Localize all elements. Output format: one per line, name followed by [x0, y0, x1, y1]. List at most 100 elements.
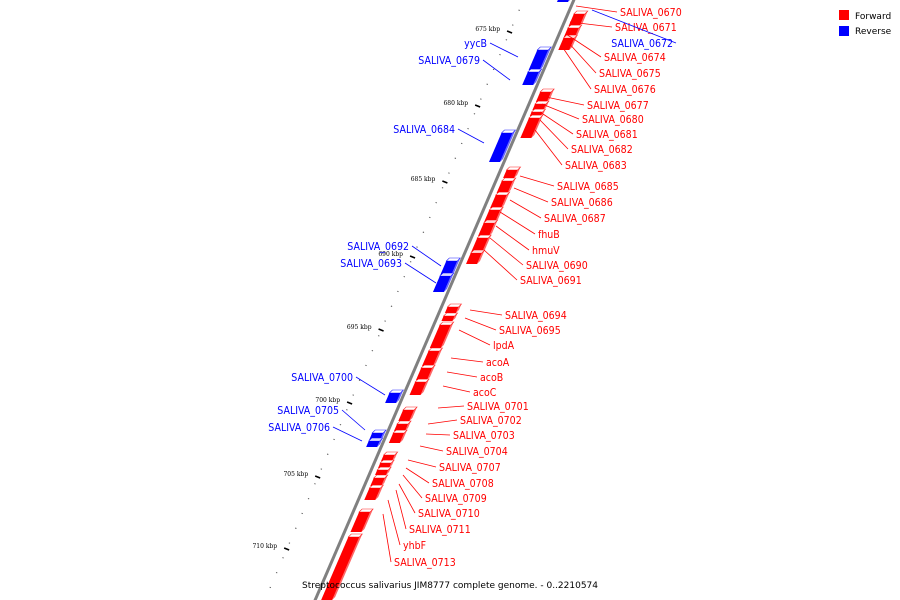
- gene-label[interactable]: SALIVA_0677: [587, 100, 649, 112]
- gene-label[interactable]: SALIVA_0704: [446, 446, 508, 458]
- forward-gene[interactable]: [381, 455, 395, 461]
- forward-gene[interactable]: [441, 316, 455, 321]
- scale-tick-label: 680 kbp: [443, 100, 468, 107]
- gene-label[interactable]: SALIVA_0709: [425, 493, 487, 505]
- forward-gene[interactable]: [484, 210, 501, 222]
- reverse-gene[interactable]: [385, 393, 401, 403]
- reverse-gene-side: [533, 69, 542, 85]
- gene-label[interactable]: SALIVA_0682: [571, 144, 633, 156]
- gene-label[interactable]: SALIVA_0692: [347, 241, 409, 253]
- scale-tick-label: 685 kbp: [411, 176, 436, 183]
- gene-label[interactable]: SALIVA_0695: [499, 325, 561, 337]
- reverse-gene[interactable]: [556, 0, 571, 2]
- scale-minor-tick: [454, 157, 457, 159]
- forward-gene[interactable]: [532, 104, 547, 110]
- legend-label-forward: Forward: [855, 12, 891, 22]
- gene-label[interactable]: yhbF: [403, 540, 426, 552]
- gene-label[interactable]: SALIVA_0700: [291, 372, 353, 384]
- forward-gene[interactable]: [370, 478, 385, 486]
- reverse-gene[interactable]: [366, 441, 380, 447]
- gene-label[interactable]: SALIVA_0710: [418, 508, 480, 520]
- forward-gene[interactable]: [496, 181, 513, 193]
- reverse-gene[interactable]: [528, 50, 549, 70]
- label-leader-line: [407, 459, 437, 468]
- gene-label[interactable]: SALIVA_0680: [582, 114, 644, 126]
- reverse-gene[interactable]: [440, 261, 458, 275]
- forward-gene[interactable]: [503, 170, 518, 178]
- forward-gene-side: [392, 452, 398, 461]
- legend-swatch-forward: [839, 10, 849, 20]
- gene-label[interactable]: SALIVA_0676: [594, 84, 656, 96]
- forward-gene-side: [375, 485, 384, 500]
- forward-gene[interactable]: [429, 325, 451, 348]
- gene-label[interactable]: SALIVA_0694: [505, 310, 567, 322]
- forward-gene[interactable]: [535, 92, 552, 102]
- forward-gene[interactable]: [471, 238, 489, 252]
- gene-labels[interactable]: SALIVA_0670 SALIVA_0671 SALIVA_0674 SALIVA_…: [268, 5, 682, 569]
- gene-label[interactable]: fhuB: [538, 229, 560, 241]
- gene-label[interactable]: SALIVA_0706: [268, 422, 330, 434]
- gene-label[interactable]: SALIVA_0711: [409, 524, 471, 536]
- gene-label[interactable]: SALIVA_0681: [576, 129, 638, 141]
- gene-label[interactable]: SALIVA_0675: [599, 68, 661, 80]
- scale-minor-tick: [435, 201, 437, 204]
- gene-label[interactable]: SALIVA_0684: [393, 124, 455, 136]
- gene-label[interactable]: SALIVA_0672: [611, 38, 673, 50]
- forward-gene[interactable]: [375, 470, 389, 475]
- forward-gene[interactable]: [416, 368, 433, 380]
- forward-gene[interactable]: [409, 382, 427, 395]
- forward-gene[interactable]: [350, 512, 371, 532]
- label-leader-line: [575, 5, 618, 13]
- label-leader-line: [464, 317, 497, 331]
- gene-label[interactable]: SALIVA_0679: [418, 55, 480, 67]
- gene-label[interactable]: acoC: [473, 387, 497, 399]
- gene-label[interactable]: SALIVA_0691: [520, 275, 582, 287]
- gene-label[interactable]: SALIVA_0713: [394, 557, 456, 569]
- label-leader-line: [411, 245, 442, 267]
- gene-label[interactable]: acoB: [480, 372, 503, 384]
- label-leader-line: [405, 467, 430, 484]
- forward-gene[interactable]: [444, 307, 459, 313]
- forward-gene[interactable]: [490, 195, 507, 208]
- forward-gene-side: [386, 467, 392, 475]
- gene-label[interactable]: SALIVA_0685: [557, 181, 619, 193]
- reverse-gene[interactable]: [488, 133, 513, 162]
- gene-label[interactable]: SALIVA_0708: [432, 478, 494, 490]
- gene-label[interactable]: SALIVA_0686: [551, 197, 613, 209]
- scale-minor-tick: [403, 275, 406, 278]
- gene-label[interactable]: SALIVA_0687: [544, 213, 606, 225]
- gene-label[interactable]: SALIVA_0671: [615, 22, 677, 34]
- scale-tick: [409, 255, 416, 259]
- forward-gene[interactable]: [394, 424, 409, 431]
- forward-gene[interactable]: [520, 118, 540, 138]
- forward-gene[interactable]: [478, 223, 495, 236]
- reverse-gene-side: [539, 47, 552, 70]
- gene-label[interactable]: SALIVA_0674: [604, 52, 666, 64]
- scale-minor-tick: [409, 261, 412, 263]
- scale-tick-label: 700 kbp: [315, 397, 340, 404]
- gene-label[interactable]: SALIVA_0701: [467, 401, 529, 413]
- gene-label[interactable]: SALIVA_0693: [340, 258, 402, 270]
- scale-minor-tick: [492, 68, 495, 71]
- gene-label[interactable]: SALIVA_0683: [565, 160, 627, 172]
- forward-gene[interactable]: [398, 410, 415, 421]
- gene-label[interactable]: SALIVA_0707: [439, 462, 501, 474]
- gene-label[interactable]: SALIVA_0690: [526, 260, 588, 272]
- forward-gene[interactable]: [422, 351, 440, 366]
- gene-label[interactable]: yycB: [464, 38, 487, 50]
- reverse-gene[interactable]: [522, 72, 539, 85]
- gene-label[interactable]: SALIVA_0670: [620, 7, 682, 19]
- forward-gene[interactable]: [321, 537, 360, 600]
- reverse-gene[interactable]: [432, 276, 451, 292]
- forward-gene[interactable]: [364, 488, 381, 500]
- label-leader-line: [539, 119, 569, 150]
- gene-label[interactable]: SALIVA_0705: [277, 405, 339, 417]
- forward-gene[interactable]: [466, 253, 482, 264]
- gene-label[interactable]: lpdA: [493, 340, 515, 352]
- gene-label[interactable]: hmuV: [532, 245, 560, 257]
- gene-label[interactable]: SALIVA_0702: [460, 415, 522, 427]
- forward-gene[interactable]: [388, 433, 405, 443]
- gene-label[interactable]: acoA: [486, 357, 510, 369]
- gene-label[interactable]: SALIVA_0703: [453, 430, 515, 442]
